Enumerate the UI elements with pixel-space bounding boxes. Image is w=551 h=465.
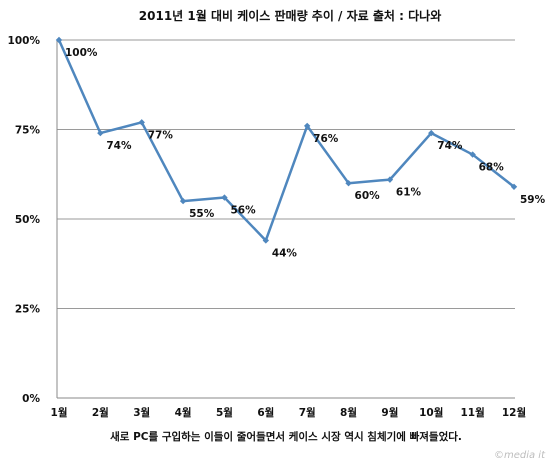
y-tick-label: 100% [8,35,41,47]
y-tick-labels: 0% 25% 50% 75% 100% [8,35,41,405]
x-tick-label: 9월 [381,406,398,419]
chart-title: 2011년 1월 대비 케이스 판매량 추이 / 자료 출처 : 다나와 [139,8,441,23]
y-tick-label: 25% [15,304,41,316]
x-tick-label: 6월 [257,406,274,419]
watermark: ©media it [494,450,546,461]
data-label: 60% [355,190,381,202]
y-tick-label: 0% [22,393,40,405]
data-point [179,197,187,205]
x-tick-label: 12월 [502,406,526,419]
y-tick-label: 75% [15,125,41,137]
data-label: 74% [437,140,463,152]
axes [56,40,515,399]
data-point [138,119,145,126]
data-point [55,36,63,44]
data-label: 55% [189,208,215,220]
x-tick-label: 7월 [299,406,316,419]
data-label: 74% [106,140,132,152]
gridlines [57,39,515,309]
data-point [303,122,311,130]
data-labels: 100% 74% 77% 55% 56% 44% 76% 60% 61% 74% 68% 59% [65,47,546,259]
x-tick-label: 11월 [460,406,484,419]
data-point [469,151,476,158]
data-point [386,176,394,183]
series-line [55,36,518,244]
data-point [221,194,228,201]
data-label: 56% [230,205,256,217]
data-point [510,183,518,190]
data-label: 59% [520,194,546,206]
data-label: 44% [272,247,298,259]
x-axis-caption: 새로 PC를 구입하는 이들이 줄어들면서 케이스 시장 역시 침체기에 빠져들… [110,430,462,443]
data-label: 76% [313,133,339,145]
data-label: 61% [396,187,422,199]
data-point [97,129,104,137]
x-tick-label: 4월 [175,406,192,419]
x-tick-label: 5월 [216,406,233,419]
x-tick-labels: 1월 2월 3월 4월 5월 6월 7월 8월 9월 10월 11월 12월 [51,406,527,419]
y-tick-label: 50% [15,214,41,226]
x-tick-label: 8월 [340,406,357,419]
series-line-path [57,39,515,242]
data-label: 77% [148,129,174,141]
x-tick-label: 1월 [51,406,68,419]
data-point [262,237,270,244]
data-label: 100% [65,47,98,59]
x-tick-label: 10월 [419,406,443,419]
data-point [428,129,435,137]
data-label: 68% [479,162,505,174]
data-point [345,180,352,187]
x-tick-label: 3월 [133,406,150,419]
x-tick-label: 2월 [92,406,109,419]
